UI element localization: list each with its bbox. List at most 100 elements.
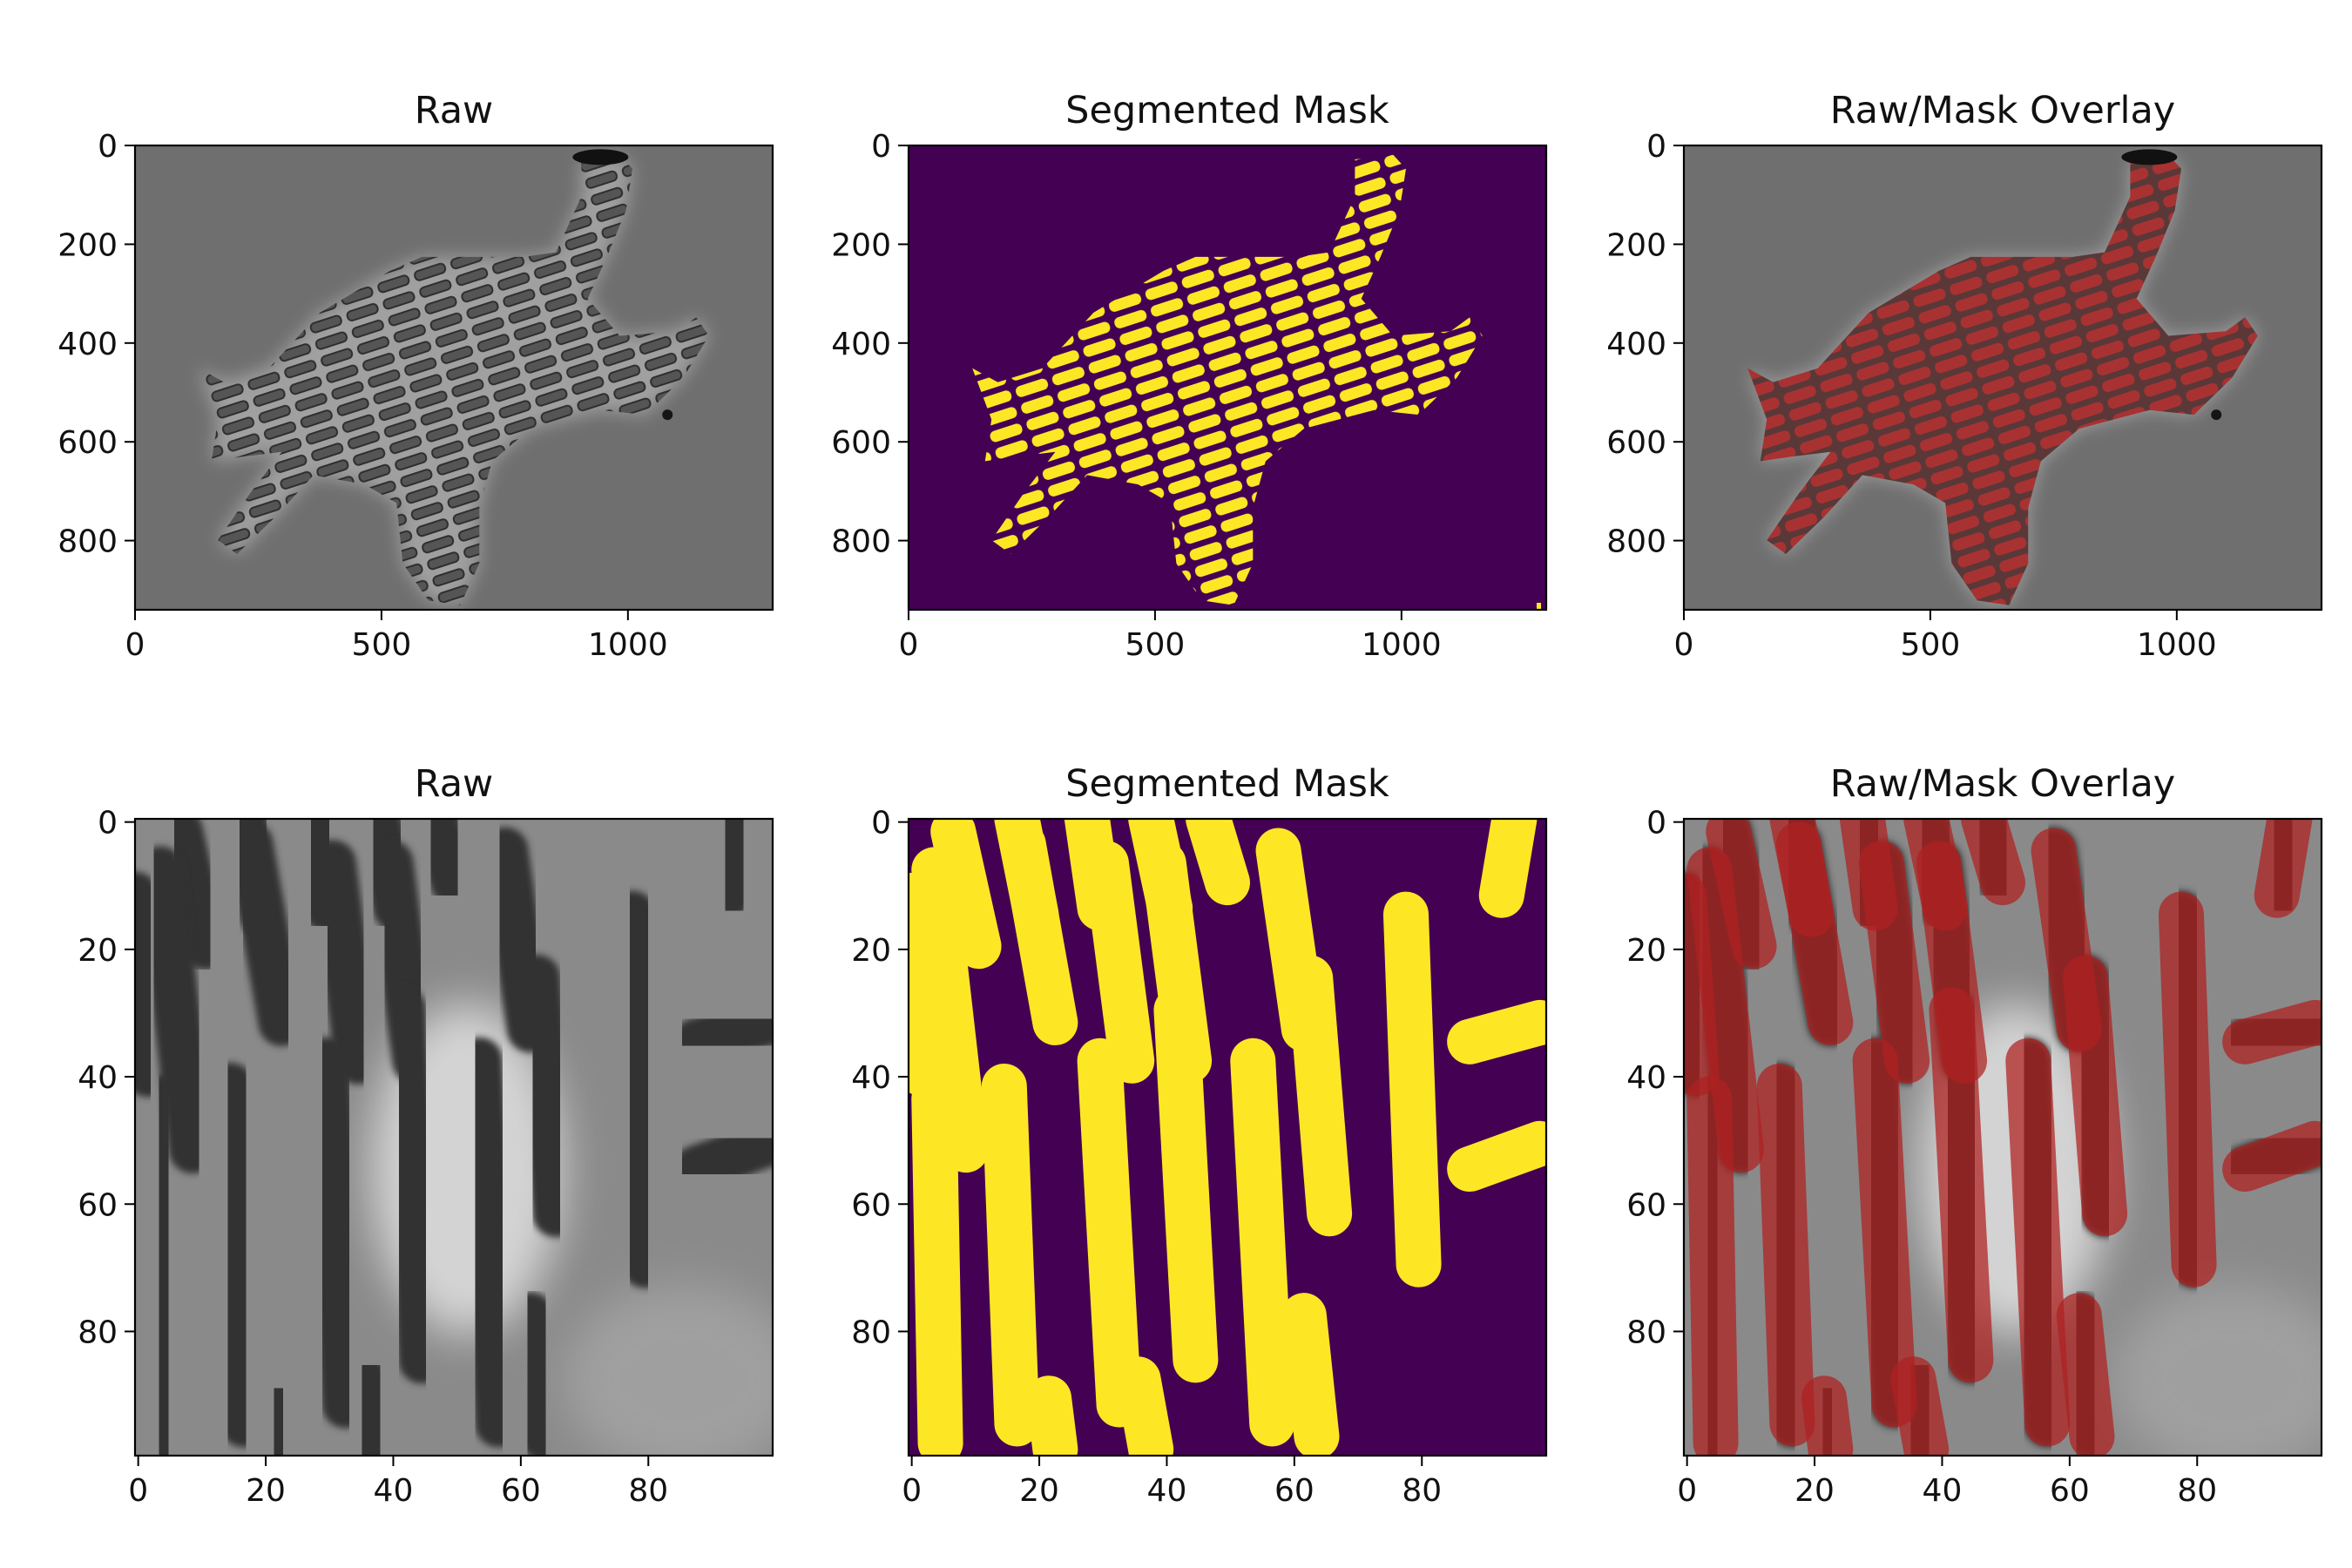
cell-rod	[341, 1355, 402, 1456]
y-tick-label: 60	[1626, 1187, 1666, 1223]
cell-rod	[302, 1037, 369, 1429]
cell-rod	[2056, 1293, 2115, 1456]
y-tick-label: 40	[78, 1060, 118, 1096]
panel-raw-zoom	[135, 819, 773, 1456]
cell-rod	[1775, 821, 1854, 1045]
cell-rod	[513, 954, 580, 1238]
cell-rod	[2254, 819, 2313, 918]
cell-rod	[252, 1375, 306, 1456]
y-tick-label: 0	[871, 806, 891, 841]
debris-spot	[662, 409, 673, 421]
axes-frame	[907, 817, 1548, 1457]
cell-rod	[672, 1119, 773, 1193]
y-tick-label: 20	[1626, 933, 1666, 969]
cell-rod	[1026, 1375, 1078, 1456]
x-tick-label: 60	[501, 1473, 541, 1509]
panel-mask-full	[909, 145, 1546, 610]
y-tick-label: 0	[98, 806, 118, 841]
y-tick-label: 20	[851, 933, 891, 969]
cell-rod	[911, 847, 989, 1173]
cell-rod	[1153, 987, 1219, 1383]
y-tick-label: 800	[57, 524, 118, 560]
cell-rod	[1852, 1037, 1917, 1428]
bright-gap	[561, 1283, 773, 1456]
panel-overlay-full	[1684, 145, 2322, 610]
cell-rod	[411, 819, 477, 907]
x-tick-label: 60	[1274, 1473, 1315, 1509]
debris-spot	[572, 149, 629, 166]
cell-rod	[1382, 891, 1442, 1288]
x-tick-label: 1000	[2137, 627, 2217, 663]
cell-rod	[1447, 1120, 1546, 1193]
cell-rod	[226, 821, 306, 1046]
cell-rod	[1706, 819, 1777, 970]
cell-rod	[1686, 847, 1764, 1173]
cell-rod	[1858, 841, 1930, 1084]
y-tick-label: 80	[851, 1315, 891, 1350]
cell-rod	[672, 998, 773, 1065]
cell-rod	[1281, 1293, 1340, 1456]
mask-fleck	[1537, 603, 1542, 610]
x-tick-label: 0	[125, 627, 145, 663]
axes-frame	[133, 817, 774, 1457]
cell-rod	[2005, 1037, 2071, 1447]
overlay-colony	[1747, 154, 2258, 605]
x-tick-label: 0	[1674, 627, 1694, 663]
cell-rod	[2222, 1120, 2322, 1193]
x-tick-label: 40	[1147, 1473, 1187, 1509]
panel-title: Raw/Mask Overlay	[1830, 762, 2176, 806]
cell-rod	[1801, 1375, 1854, 1456]
cell-rod	[911, 1076, 963, 1456]
y-tick-label: 0	[871, 129, 891, 165]
cell-rod	[981, 1064, 1040, 1447]
x-tick-label: 1000	[588, 627, 668, 663]
cell-rod	[137, 1075, 191, 1456]
y-tick-label: 0	[98, 129, 118, 165]
cell-rod	[308, 840, 382, 1085]
x-tick-label: 60	[2050, 1473, 2090, 1509]
cell-rod	[1186, 819, 1250, 906]
cell-rod	[206, 1063, 267, 1448]
y-tick-label: 200	[57, 227, 118, 263]
cell-rod	[1686, 1076, 1739, 1456]
y-tick-label: 200	[831, 227, 891, 263]
y-tick-label: 60	[851, 1187, 891, 1223]
y-tick-label: 600	[57, 425, 118, 461]
cell-rod	[379, 986, 446, 1384]
y-tick-label: 20	[78, 933, 118, 969]
cell-rod	[1115, 1356, 1174, 1456]
x-tick-label: 80	[628, 1473, 668, 1509]
bacterial-colony	[199, 154, 709, 605]
cell-rod	[1890, 1356, 1950, 1456]
cell-rod	[1929, 987, 1994, 1383]
y-tick-label: 600	[1606, 425, 1666, 461]
x-tick-label: 0	[902, 1473, 922, 1509]
y-tick-label: 40	[851, 1060, 891, 1096]
panel-title: Raw	[415, 89, 493, 132]
y-tick-label: 40	[1626, 1060, 1666, 1096]
cell-rod	[704, 819, 765, 919]
x-tick-label: 0	[899, 627, 919, 663]
cell-rod	[909, 872, 944, 1097]
axes-frame	[1682, 144, 2323, 612]
cell-rod	[135, 871, 172, 1098]
x-tick-label: 40	[1923, 1473, 1963, 1509]
x-tick-label: 500	[1901, 627, 1961, 663]
debris-spot	[2211, 409, 2222, 421]
cell-rod	[1230, 1037, 1295, 1447]
cell-rod	[2063, 955, 2128, 1237]
y-tick-label: 80	[78, 1315, 118, 1350]
cell-rod	[608, 890, 669, 1288]
cell-rod	[1288, 955, 1353, 1237]
cell-rod	[1083, 841, 1155, 1084]
cell-rod	[156, 819, 229, 970]
y-tick-label: 400	[1606, 327, 1666, 362]
panel-title: Segmented Mask	[1065, 89, 1389, 132]
axes-frame	[907, 144, 1548, 612]
x-tick-label: 500	[1125, 627, 1186, 663]
cell-rod	[1478, 819, 1538, 918]
y-tick-label: 60	[78, 1187, 118, 1223]
y-tick-label: 400	[57, 327, 118, 362]
x-tick-label: 40	[374, 1473, 414, 1509]
cell-rod	[506, 1292, 567, 1456]
